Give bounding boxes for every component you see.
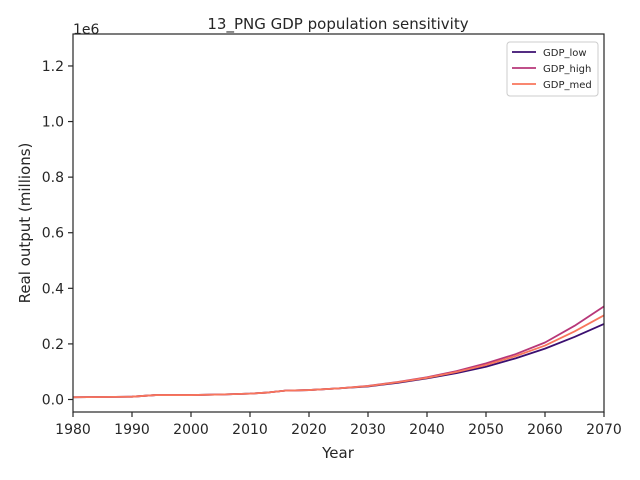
x-axis-label: Year: [321, 444, 355, 462]
y-tick-label-2: 0.4: [42, 281, 64, 297]
y-tick-label-5: 1.0: [42, 115, 64, 131]
x-tick-label-2060: 2060: [527, 422, 563, 438]
y-axis-label: Real output (millions): [16, 143, 34, 304]
series-line-GDP_low: [72, 323, 605, 399]
legend-label-GDP_med: GDP_med: [543, 80, 592, 91]
x-tick-label-1990: 1990: [114, 422, 150, 438]
y-tick-label-0: 0.0: [42, 392, 64, 408]
y-tick-label-1: 0.2: [42, 337, 64, 353]
x-tick-label-2070: 2070: [586, 422, 622, 438]
series-line-GDP_med: [72, 314, 605, 399]
legend-label-GDP_low: GDP_low: [543, 48, 587, 59]
x-tick-label-2010: 2010: [232, 422, 268, 438]
x-tick-label-2020: 2020: [291, 422, 327, 438]
x-tick-label-1980: 1980: [55, 422, 91, 438]
plot-area: 1980 1990 2000 2010 2020 2030 2040 2050 2060 2070…: [42, 33, 622, 438]
x-tick-label-2030: 2030: [350, 422, 386, 438]
y-tick-label-6: 1.2: [42, 59, 64, 75]
x-tick-label-2000: 2000: [173, 422, 209, 438]
legend-box: [506, 41, 599, 97]
chart-title: 13_PNG GDP population sensitivity: [207, 15, 468, 34]
y-tick-label-4: 0.8: [42, 170, 64, 186]
series-line-GDP_high: [72, 305, 605, 399]
x-tick-label-2040: 2040: [409, 422, 445, 438]
legend-label-GDP_high: GDP_high: [543, 64, 591, 75]
legend: GDP_low GDP_high GDP_med: [506, 41, 599, 97]
y-axis-offset-label: 1e6: [73, 22, 100, 38]
y-tick-label-3: 0.6: [42, 226, 64, 242]
x-tick-label-2050: 2050: [468, 422, 504, 438]
plot-frame: [72, 33, 605, 413]
